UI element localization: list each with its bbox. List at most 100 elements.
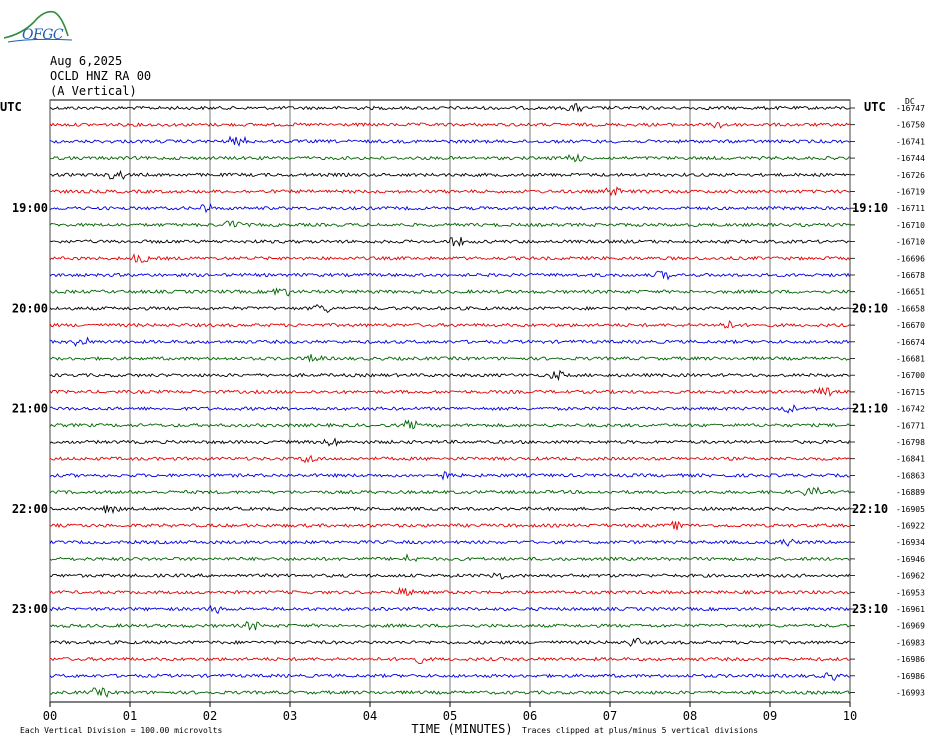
trace-line [49, 637, 850, 647]
left-time-label: 22:00 [12, 502, 48, 516]
left-time-label: 20:00 [12, 301, 48, 315]
dc-offset-label: -16798 [896, 438, 925, 447]
x-tick-label: 01 [123, 709, 137, 723]
dc-header-label: DC [905, 97, 915, 106]
dc-offset-label: -16715 [896, 388, 925, 397]
dc-offset-label: -16710 [896, 221, 925, 230]
x-tick-label: 08 [683, 709, 697, 723]
trace-line [49, 504, 850, 515]
component-label: (A Vertical) [50, 84, 137, 98]
dc-offset-label: -16741 [896, 137, 925, 146]
trace-line [49, 553, 850, 562]
dc-offset-label: -16946 [896, 555, 925, 564]
trace-line [49, 386, 850, 397]
recording-date: Aug 6,2025 [50, 54, 123, 68]
dc-offset-label: -16744 [896, 154, 925, 163]
seismic-traces [49, 103, 850, 698]
trace-line [49, 103, 850, 113]
left-time-label: 19:00 [12, 201, 48, 215]
trace-line [49, 304, 850, 314]
trace-line [49, 202, 850, 214]
dc-offset-label: -16905 [896, 505, 925, 514]
clip-note: Traces clipped at plus/minus 5 vertical … [522, 726, 758, 735]
trace-line [49, 403, 850, 414]
dc-offset-label: -16747 [896, 104, 925, 113]
x-tick-label: 05 [443, 709, 457, 723]
dc-offset-label: -16719 [896, 188, 925, 197]
dc-offset-label: -16983 [896, 638, 925, 647]
left-time-label: 21:00 [12, 402, 48, 416]
trace-line [49, 572, 850, 580]
station-code: OCLD HNZ RA 00 [50, 69, 152, 83]
x-tick-label: 09 [763, 709, 777, 723]
trace-line [49, 320, 850, 329]
trace-line [49, 454, 850, 464]
trace-line [49, 621, 850, 631]
left-time-label: 23:00 [12, 602, 48, 616]
dc-offset-label: -16889 [896, 488, 925, 497]
right-time-label: 20:10 [852, 301, 888, 315]
dc-offset-label: -16953 [896, 588, 925, 597]
x-tick-label: 00 [43, 709, 57, 723]
x-tick-label: 02 [203, 709, 217, 723]
trace-line [49, 354, 850, 363]
plot-grid [49, 99, 855, 707]
dc-offset-label: -16750 [896, 121, 925, 130]
dc-offset-label: -16961 [896, 605, 925, 614]
scale-note: Each Vertical Division = 100.00 microvol… [20, 726, 222, 735]
trace-line [49, 121, 850, 129]
dc-offset-label: -16771 [896, 421, 925, 430]
axis-labels: 00 01 02 03 04 05 06 07 08 09 10 -16747 -16750 -16741… [0, 97, 925, 736]
trace-line [49, 586, 850, 596]
trace-line [49, 253, 850, 263]
ofgc-logo [3, 10, 73, 43]
dc-offset-label: -16696 [896, 254, 925, 263]
dc-offset-label: -16934 [896, 538, 925, 547]
dc-offset-label: -16986 [896, 655, 925, 664]
trace-line [49, 220, 850, 228]
dc-offset-label: -16670 [896, 321, 925, 330]
trace-line [49, 237, 850, 248]
dc-offset-label: -16651 [896, 288, 925, 297]
x-tick-label: 04 [363, 709, 377, 723]
dc-offset-label: -16710 [896, 238, 925, 247]
x-axis-title: TIME (MINUTES) [411, 722, 512, 736]
trace-line [49, 169, 850, 180]
dc-offset-label: -16674 [896, 338, 925, 347]
dc-offset-label: -16681 [896, 355, 925, 364]
trace-line [49, 287, 850, 297]
dc-offset-label: -16969 [896, 622, 925, 631]
dc-offset-label: -16841 [896, 455, 925, 464]
left-utc-label: UTC [0, 100, 22, 114]
trace-line [49, 656, 850, 665]
right-time-label: 19:10 [852, 201, 888, 215]
right-utc-label: UTC [864, 100, 886, 114]
trace-line [49, 687, 850, 698]
dc-offset-label: -16711 [896, 204, 925, 213]
dc-offset-label: -16726 [896, 171, 925, 180]
trace-line [49, 520, 850, 531]
right-time-label: 21:10 [852, 402, 888, 416]
trace-line [49, 270, 850, 281]
right-time-label: 22:10 [852, 502, 888, 516]
dc-offset-label: -16863 [896, 471, 925, 480]
x-tick-label: 07 [603, 709, 617, 723]
x-tick-label: 06 [523, 709, 537, 723]
trace-line [49, 369, 850, 382]
dc-offset-label: -16962 [896, 572, 925, 581]
trace-line [49, 437, 850, 447]
x-tick-label: 03 [283, 709, 297, 723]
dc-offset-label: -16700 [896, 371, 925, 380]
trace-line [49, 604, 850, 615]
dc-offset-label: -16658 [896, 304, 925, 313]
right-time-label: 23:10 [852, 602, 888, 616]
dc-offset-label: -16678 [896, 271, 925, 280]
x-tick-label: 10 [843, 709, 857, 723]
trace-line [49, 152, 850, 163]
trace-line [49, 672, 850, 681]
trace-line [49, 419, 850, 430]
dc-offset-label: -16742 [896, 405, 925, 414]
trace-line [49, 486, 850, 497]
trace-line [49, 135, 850, 147]
